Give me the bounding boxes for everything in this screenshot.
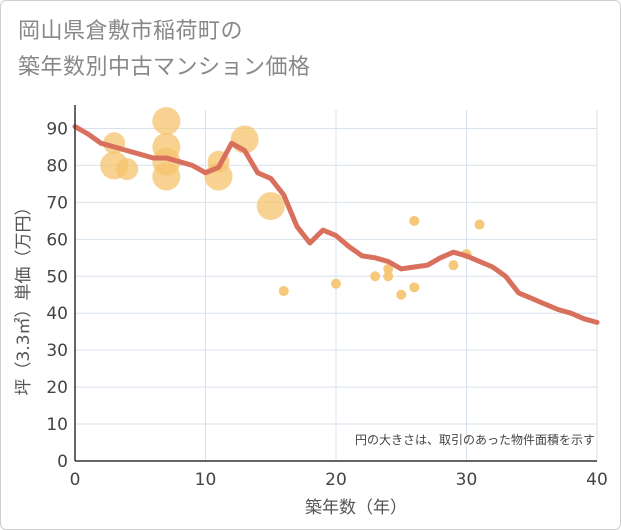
x-tick-10: 10 bbox=[195, 470, 217, 490]
trend-series bbox=[72, 124, 600, 325]
size-note: 円の大きさは、取引のあった物件面積を示す bbox=[355, 432, 595, 447]
x-tick-0: 0 bbox=[70, 470, 81, 490]
y-tick-0: 0 bbox=[57, 452, 68, 472]
bubble-point-12 bbox=[278, 286, 289, 297]
y-tick-20: 20 bbox=[46, 378, 68, 398]
bubble-point-15 bbox=[383, 263, 394, 274]
y-tick-labels: 0 10 20 30 40 50 60 70 80 90 bbox=[46, 119, 68, 472]
y-tick-50: 50 bbox=[46, 267, 68, 287]
bubble-series bbox=[100, 107, 485, 300]
x-tick-labels: 0 10 20 30 40 bbox=[70, 470, 608, 490]
bubble-point-17 bbox=[396, 289, 407, 300]
axes bbox=[74, 105, 597, 462]
bubble-point-16 bbox=[383, 271, 394, 282]
chart-title-line-1: 岡山県倉敷市稲荷町の bbox=[18, 19, 244, 44]
trend-line bbox=[72, 124, 600, 325]
y-tick-70: 70 bbox=[46, 193, 68, 213]
y-tick-80: 80 bbox=[46, 156, 68, 176]
y-tick-10: 10 bbox=[46, 415, 68, 435]
bubble-point-22 bbox=[474, 219, 485, 230]
bubble-point-13 bbox=[331, 278, 341, 289]
bubble-point-11 bbox=[256, 192, 285, 221]
bubble-point-4 bbox=[152, 107, 181, 136]
bubble-point-7 bbox=[152, 162, 181, 191]
chart-title-line-2: 築年数別中古マンション価格 bbox=[18, 55, 311, 80]
y-tick-40: 40 bbox=[46, 304, 68, 324]
x-axis-label: 築年数（年） bbox=[305, 498, 407, 518]
y-tick-30: 30 bbox=[46, 341, 68, 361]
y-axis-label: 坪（3.3㎡）単価（万円） bbox=[14, 198, 34, 395]
y-tick-90: 90 bbox=[46, 119, 68, 139]
x-tick-30: 30 bbox=[456, 470, 478, 490]
x-tick-20: 20 bbox=[325, 470, 347, 490]
y-tick-60: 60 bbox=[46, 230, 68, 250]
x-tick-40: 40 bbox=[586, 470, 608, 490]
bubble-point-19 bbox=[409, 282, 420, 293]
bubble-point-3 bbox=[116, 158, 139, 181]
bubble-point-20 bbox=[448, 260, 459, 271]
bubble-point-18 bbox=[409, 215, 420, 226]
chart-title: 岡山県倉敷市稲荷町の 築年数別中古マンション価格 bbox=[18, 14, 311, 86]
bubble-point-14 bbox=[370, 271, 381, 282]
